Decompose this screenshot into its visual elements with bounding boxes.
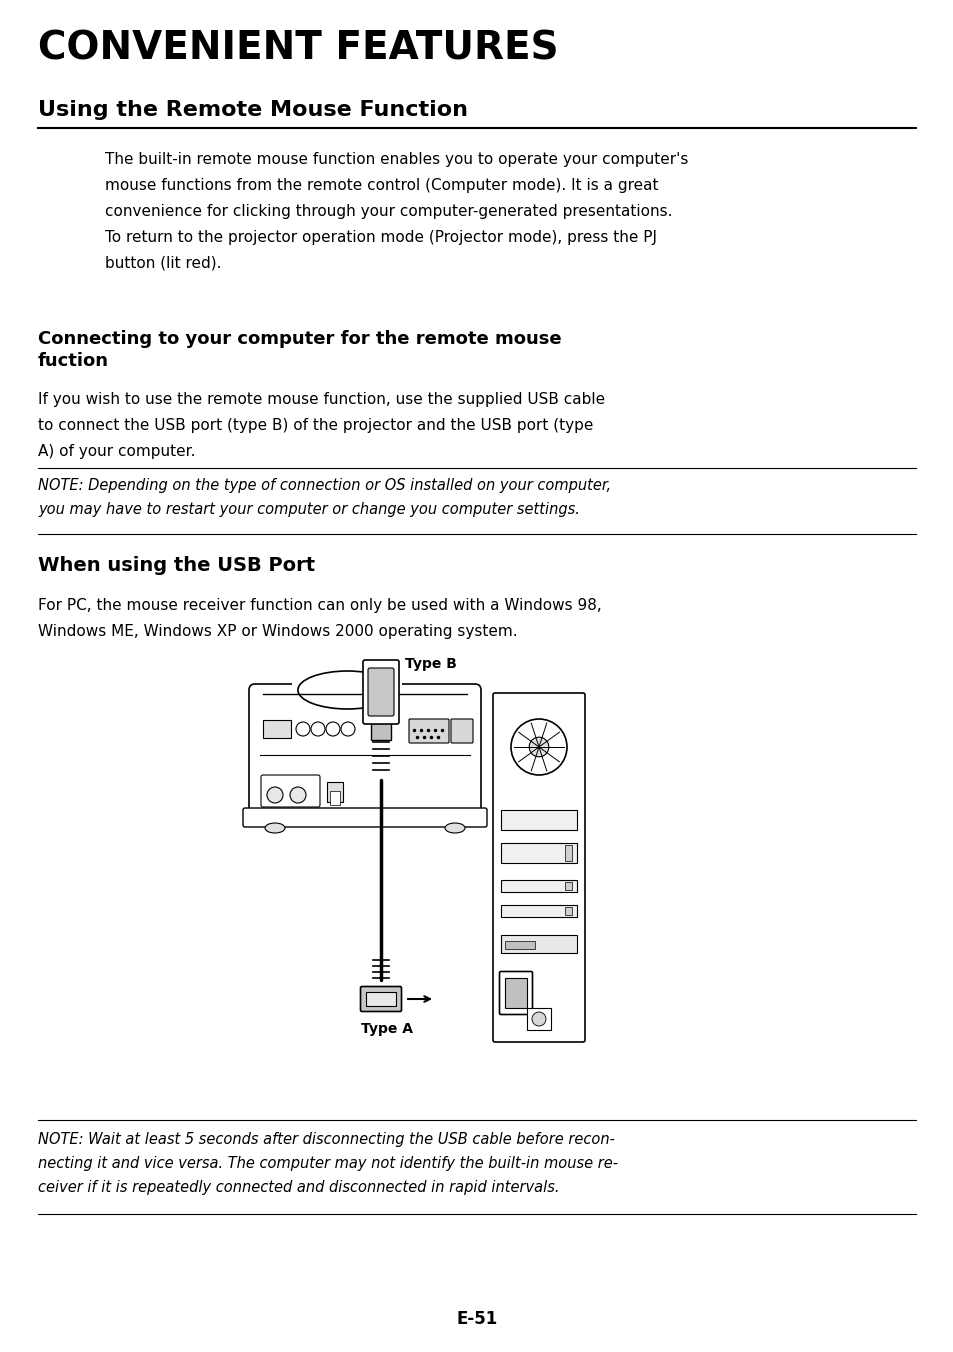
- Bar: [504, 977, 526, 1009]
- FancyBboxPatch shape: [499, 972, 532, 1014]
- Bar: [371, 722, 391, 740]
- FancyBboxPatch shape: [363, 660, 398, 725]
- Text: Type A: Type A: [360, 1022, 413, 1036]
- Ellipse shape: [297, 671, 396, 708]
- Text: Type B: Type B: [405, 657, 456, 671]
- Text: If you wish to use the remote mouse function, use the supplied USB cable: If you wish to use the remote mouse func…: [38, 392, 604, 407]
- FancyBboxPatch shape: [493, 694, 584, 1042]
- Text: ceiver if it is repeatedly connected and disconnected in rapid intervals.: ceiver if it is repeatedly connected and…: [38, 1180, 558, 1195]
- Text: CONVENIENT FEATURES: CONVENIENT FEATURES: [38, 30, 558, 68]
- Text: NOTE: Wait at least 5 seconds after disconnecting the USB cable before recon-: NOTE: Wait at least 5 seconds after disc…: [38, 1132, 615, 1146]
- Text: to connect the USB port (type B) of the projector and the USB port (type: to connect the USB port (type B) of the …: [38, 418, 593, 433]
- Bar: [263, 721, 291, 738]
- Text: When using the USB Port: When using the USB Port: [38, 556, 314, 575]
- Bar: [564, 845, 572, 861]
- Text: E-51: E-51: [456, 1310, 497, 1328]
- Bar: [500, 936, 577, 953]
- Circle shape: [295, 722, 310, 735]
- Bar: [327, 781, 343, 802]
- Bar: [500, 844, 577, 863]
- Text: Windows ME, Windows XP or Windows 2000 operating system.: Windows ME, Windows XP or Windows 2000 o…: [38, 625, 517, 639]
- Circle shape: [311, 722, 325, 735]
- Bar: [564, 907, 572, 915]
- Bar: [500, 810, 577, 830]
- Circle shape: [326, 722, 339, 735]
- Circle shape: [267, 787, 283, 803]
- Circle shape: [529, 737, 548, 757]
- FancyBboxPatch shape: [261, 775, 319, 807]
- Ellipse shape: [444, 823, 464, 833]
- Text: The built-in remote mouse function enables you to operate your computer's: The built-in remote mouse function enabl…: [105, 151, 688, 168]
- FancyBboxPatch shape: [243, 808, 486, 827]
- FancyBboxPatch shape: [409, 719, 449, 744]
- Bar: [504, 941, 535, 949]
- Bar: [526, 1009, 551, 1030]
- FancyBboxPatch shape: [368, 668, 394, 717]
- Bar: [366, 992, 395, 1006]
- FancyBboxPatch shape: [249, 684, 480, 817]
- Text: mouse functions from the remote control (Computer mode). It is a great: mouse functions from the remote control …: [105, 178, 658, 193]
- Text: Connecting to your computer for the remote mouse: Connecting to your computer for the remo…: [38, 330, 561, 347]
- Bar: [292, 675, 402, 695]
- Text: necting it and vice versa. The computer may not identify the built-in mouse re-: necting it and vice versa. The computer …: [38, 1156, 618, 1171]
- Bar: [564, 882, 572, 890]
- Text: NOTE: Depending on the type of connection or OS installed on your computer,: NOTE: Depending on the type of connectio…: [38, 479, 611, 493]
- Circle shape: [340, 722, 355, 735]
- Text: fuction: fuction: [38, 352, 109, 370]
- Circle shape: [532, 1013, 545, 1026]
- FancyBboxPatch shape: [451, 719, 473, 744]
- Text: button (lit red).: button (lit red).: [105, 256, 221, 270]
- Text: To return to the projector operation mode (Projector mode), press the PJ: To return to the projector operation mod…: [105, 230, 657, 245]
- Bar: [500, 904, 577, 917]
- Circle shape: [290, 787, 306, 803]
- Text: you may have to restart your computer or change you computer settings.: you may have to restart your computer or…: [38, 502, 579, 516]
- Bar: [330, 791, 339, 804]
- Ellipse shape: [265, 823, 285, 833]
- Text: Using the Remote Mouse Function: Using the Remote Mouse Function: [38, 100, 468, 120]
- Text: convenience for clicking through your computer-generated presentations.: convenience for clicking through your co…: [105, 204, 672, 219]
- Text: A) of your computer.: A) of your computer.: [38, 443, 195, 458]
- Bar: [500, 880, 577, 892]
- FancyBboxPatch shape: [360, 987, 401, 1011]
- Circle shape: [511, 719, 566, 775]
- Text: For PC, the mouse receiver function can only be used with a Windows 98,: For PC, the mouse receiver function can …: [38, 598, 601, 612]
